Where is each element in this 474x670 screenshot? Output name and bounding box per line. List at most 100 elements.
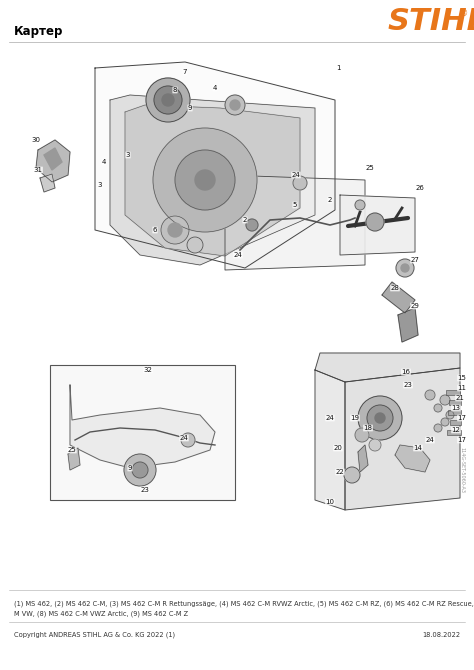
Text: 31: 31 (34, 167, 43, 173)
Bar (449, 400, 461, 405)
Circle shape (434, 424, 442, 432)
Polygon shape (225, 175, 365, 270)
Text: 27: 27 (410, 257, 419, 263)
Text: 11: 11 (457, 385, 466, 391)
Circle shape (162, 94, 174, 106)
Polygon shape (398, 308, 418, 342)
Circle shape (175, 150, 235, 210)
Text: 20: 20 (334, 445, 342, 451)
Text: 19: 19 (350, 415, 359, 421)
Polygon shape (110, 95, 315, 265)
Polygon shape (40, 174, 55, 192)
Text: 114G-SET-5060-A3: 114G-SET-5060-A3 (459, 447, 465, 493)
Circle shape (246, 219, 258, 231)
Bar (450, 420, 461, 425)
Circle shape (132, 462, 148, 478)
Polygon shape (315, 370, 345, 510)
Text: 23: 23 (403, 382, 412, 388)
Polygon shape (345, 368, 460, 510)
Text: 24: 24 (426, 437, 434, 443)
Text: 21: 21 (456, 395, 465, 401)
Text: 25: 25 (68, 447, 76, 453)
Text: 1: 1 (336, 65, 340, 71)
Text: 22: 22 (336, 469, 345, 475)
Text: 24: 24 (326, 415, 334, 421)
Circle shape (375, 413, 385, 423)
Text: 25: 25 (365, 165, 374, 171)
Circle shape (153, 128, 257, 232)
Text: 10: 10 (326, 499, 335, 505)
Text: 4: 4 (213, 85, 217, 91)
Circle shape (425, 390, 435, 400)
Text: ®: ® (460, 9, 468, 19)
Polygon shape (36, 140, 70, 182)
Circle shape (367, 405, 393, 431)
Circle shape (181, 433, 195, 447)
Polygon shape (395, 445, 430, 472)
Circle shape (401, 264, 409, 272)
Circle shape (230, 100, 240, 110)
Circle shape (168, 223, 182, 237)
Polygon shape (125, 105, 300, 256)
Text: Copyright ANDREAS STIHL AG & Co. KG 2022 (1): Copyright ANDREAS STIHL AG & Co. KG 2022… (14, 632, 175, 639)
Polygon shape (44, 148, 62, 170)
Text: 32: 32 (144, 367, 153, 373)
Text: 17: 17 (457, 415, 466, 421)
Polygon shape (382, 282, 415, 313)
Circle shape (355, 428, 369, 442)
Circle shape (358, 396, 402, 440)
Text: 24: 24 (292, 172, 301, 178)
Text: 16: 16 (401, 369, 410, 375)
Text: 12: 12 (452, 427, 460, 433)
Text: 4: 4 (102, 159, 106, 165)
Text: 29: 29 (410, 303, 419, 309)
Circle shape (366, 213, 384, 231)
Text: Картер: Картер (14, 25, 64, 38)
Text: 17: 17 (457, 437, 466, 443)
Text: M VW, (8) MS 462 C-M VWZ Arctic, (9) MS 462 C-M Z: M VW, (8) MS 462 C-M VWZ Arctic, (9) MS … (14, 611, 188, 617)
Circle shape (187, 237, 203, 253)
Bar (447, 430, 461, 435)
Text: 2: 2 (243, 217, 247, 223)
Text: 18: 18 (364, 425, 373, 431)
Circle shape (154, 86, 182, 114)
Circle shape (355, 200, 365, 210)
Circle shape (446, 411, 454, 419)
Polygon shape (70, 385, 215, 468)
Text: STIHL: STIHL (388, 7, 474, 36)
Bar (50, 365, 235, 500)
Polygon shape (315, 353, 460, 382)
Polygon shape (95, 62, 335, 268)
Text: 3: 3 (126, 152, 130, 158)
Text: 28: 28 (391, 285, 400, 291)
Text: 9: 9 (128, 465, 132, 471)
Text: 14: 14 (413, 445, 422, 451)
Text: 15: 15 (457, 375, 466, 381)
Text: 8: 8 (173, 87, 177, 93)
Text: 30: 30 (31, 137, 40, 143)
Circle shape (146, 78, 190, 122)
Circle shape (369, 439, 381, 451)
Text: 2: 2 (328, 197, 332, 203)
Text: (1) MS 462, (2) MS 462 C-M, (3) MS 462 C-M R Rettungssäge, (4) MS 462 C-M RVWZ A: (1) MS 462, (2) MS 462 C-M, (3) MS 462 C… (14, 601, 474, 607)
Circle shape (161, 216, 189, 244)
Text: 7: 7 (183, 69, 187, 75)
Text: 24: 24 (180, 435, 188, 441)
Bar (448, 410, 461, 415)
Text: 13: 13 (452, 405, 461, 411)
Text: 18.08.2022: 18.08.2022 (422, 632, 460, 638)
Circle shape (434, 404, 442, 412)
Circle shape (441, 418, 449, 426)
Text: 6: 6 (153, 227, 157, 233)
Text: 3: 3 (98, 182, 102, 188)
Circle shape (344, 467, 360, 483)
Text: 26: 26 (416, 185, 424, 191)
Circle shape (293, 176, 307, 190)
Polygon shape (358, 445, 368, 472)
Circle shape (195, 170, 215, 190)
Circle shape (440, 395, 450, 405)
Text: 23: 23 (141, 487, 149, 493)
Text: 9: 9 (188, 105, 192, 111)
Polygon shape (68, 448, 80, 470)
Circle shape (124, 454, 156, 486)
